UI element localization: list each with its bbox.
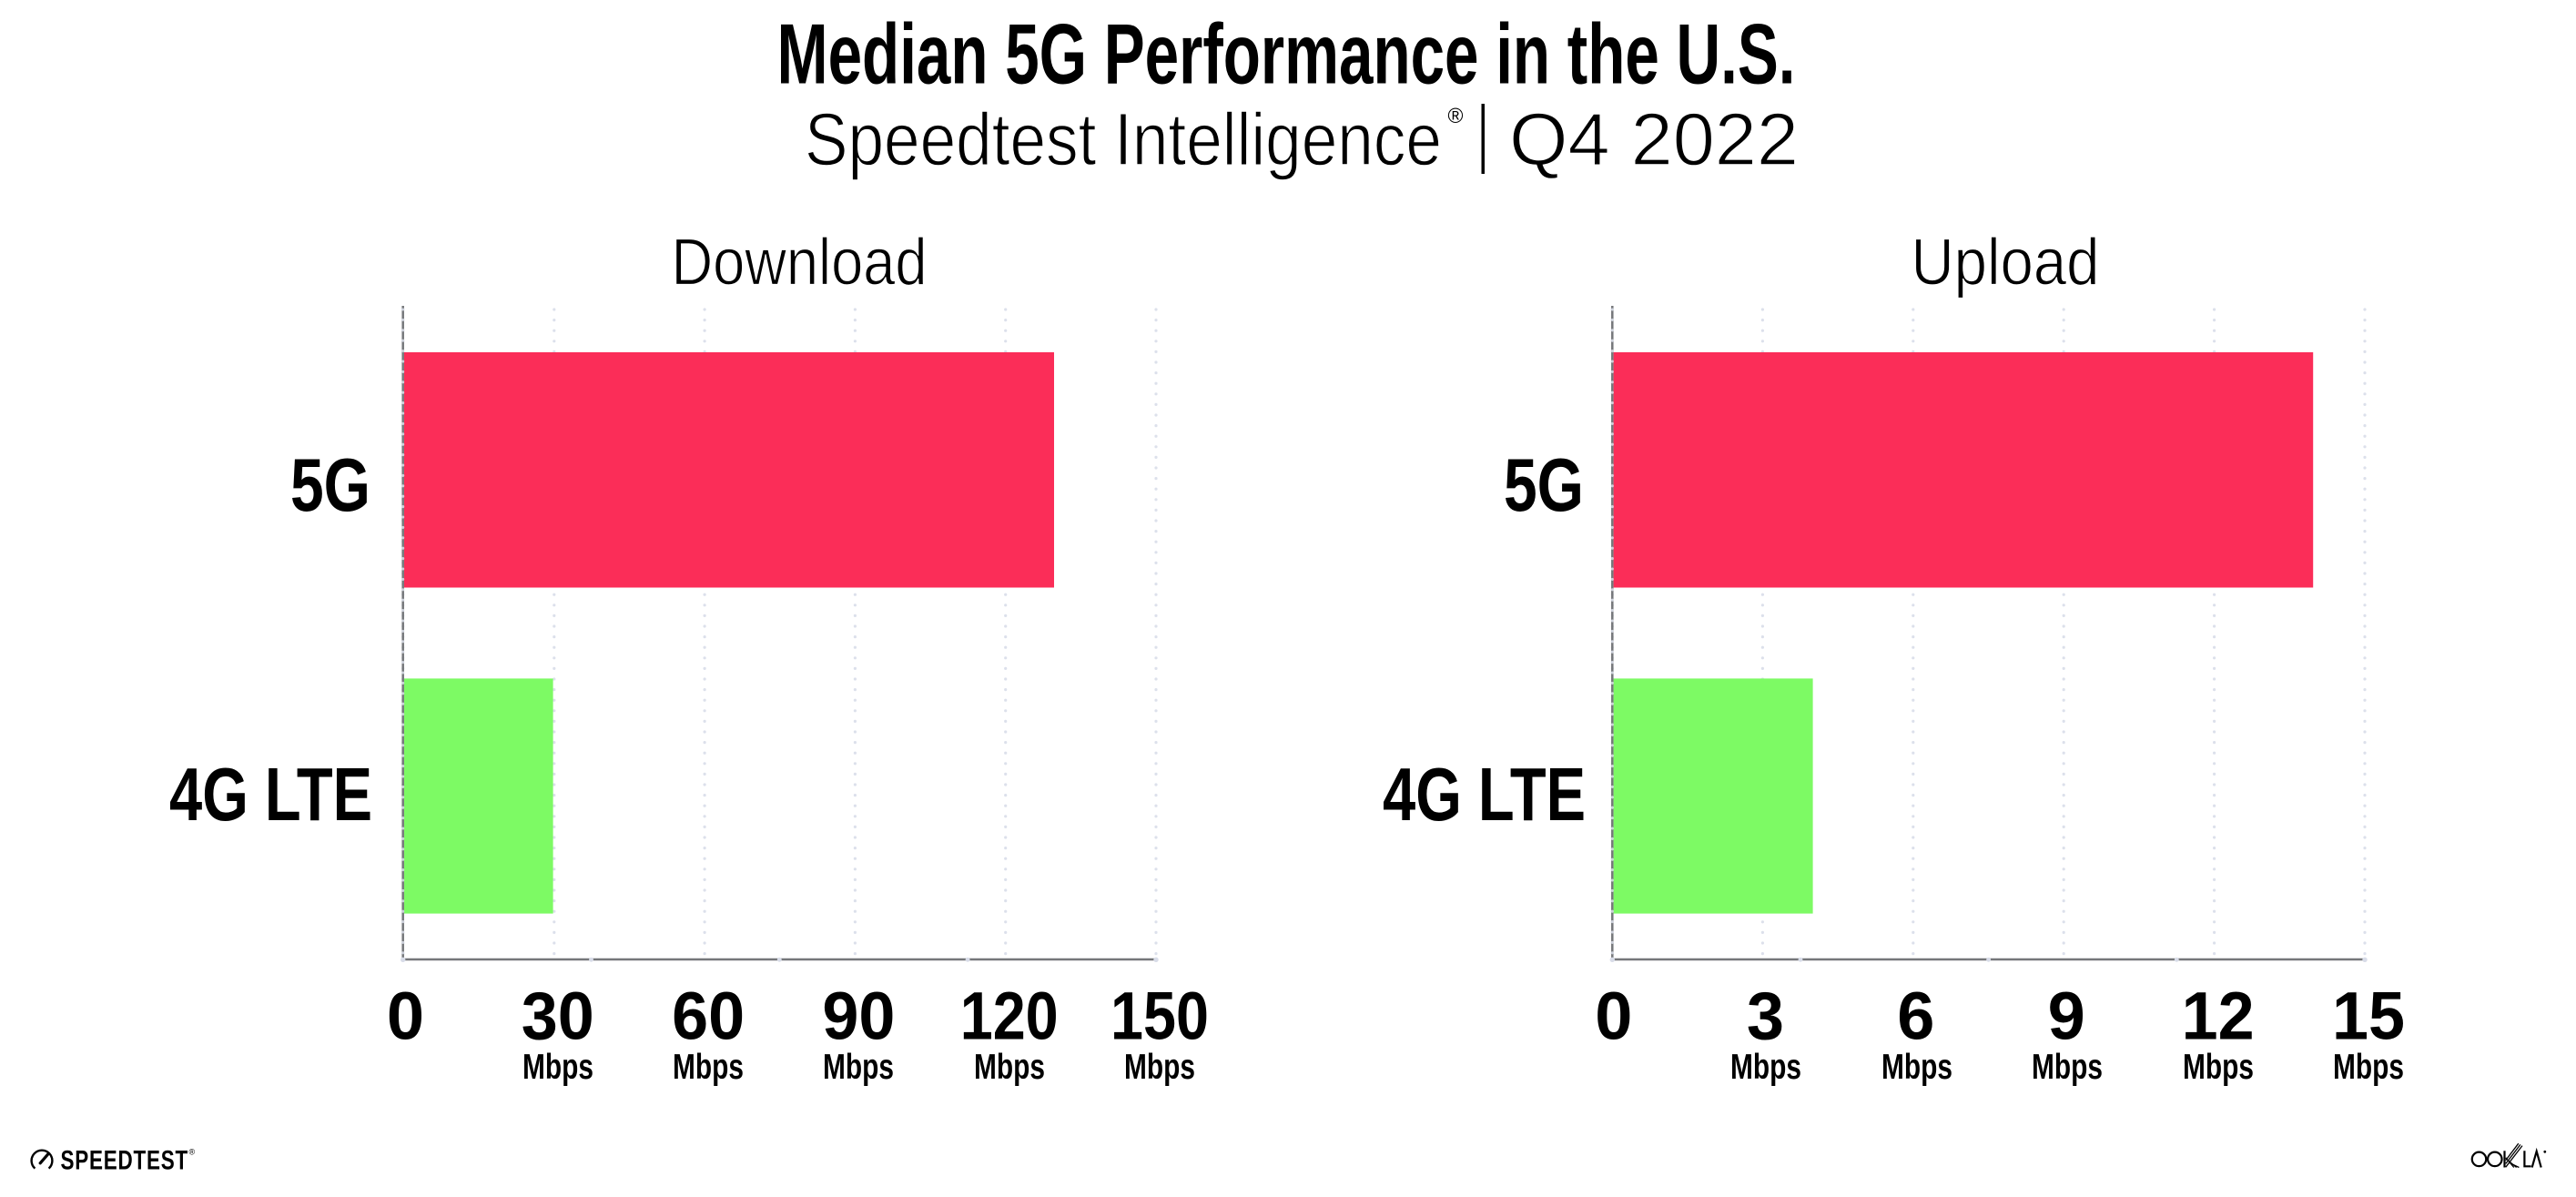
svg-text:6: 6 <box>1897 979 1934 1054</box>
svg-text:60: 60 <box>672 979 745 1054</box>
svg-text:12: 12 <box>2182 979 2255 1054</box>
svg-text:Mbps: Mbps <box>2032 1048 2103 1087</box>
svg-text:Mbps: Mbps <box>522 1048 593 1087</box>
svg-text:®: ® <box>189 1148 196 1157</box>
svg-text:30: 30 <box>522 979 594 1054</box>
svg-text:SPEEDTEST: SPEEDTEST <box>61 1146 189 1176</box>
svg-text:90: 90 <box>822 979 895 1054</box>
svg-text:4G LTE: 4G LTE <box>169 752 372 837</box>
svg-text:3: 3 <box>1747 979 1784 1054</box>
svg-text:Mbps: Mbps <box>1730 1048 1801 1087</box>
svg-text:9: 9 <box>2048 979 2085 1054</box>
svg-text:0: 0 <box>387 979 424 1054</box>
svg-text:5G: 5G <box>1504 442 1584 527</box>
svg-text:4G LTE: 4G LTE <box>1383 752 1586 837</box>
svg-text:Mbps: Mbps <box>1124 1048 1195 1087</box>
svg-text:Q4 2022: Q4 2022 <box>1509 98 1799 181</box>
svg-text:0: 0 <box>1595 979 1632 1054</box>
svg-text:Speedtest Intelligence: Speedtest Intelligence <box>805 98 1442 181</box>
svg-text:Download: Download <box>672 226 928 299</box>
svg-text:Mbps: Mbps <box>673 1048 744 1087</box>
svg-text:®: ® <box>1448 104 1464 127</box>
svg-text:Mbps: Mbps <box>2333 1048 2404 1087</box>
svg-text:15: 15 <box>2332 979 2405 1054</box>
svg-text:Upload: Upload <box>1912 226 2100 299</box>
svg-text:5G: 5G <box>290 442 370 527</box>
svg-text:150: 150 <box>1111 979 1209 1054</box>
svg-text:Mbps: Mbps <box>823 1048 894 1087</box>
svg-text:Mbps: Mbps <box>1881 1048 1952 1087</box>
svg-text:Median 5G Performance in the U: Median 5G Performance in the U.S. <box>777 6 1796 102</box>
svg-text:Mbps: Mbps <box>974 1048 1045 1087</box>
svg-text:120: 120 <box>960 979 1059 1054</box>
svg-text:Mbps: Mbps <box>2183 1048 2254 1087</box>
